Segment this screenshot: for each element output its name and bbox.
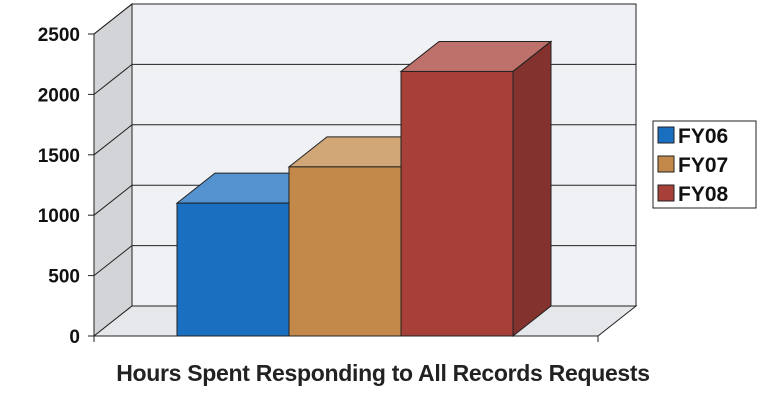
gridline-side: [93, 64, 133, 95]
legend-swatch: [657, 155, 675, 173]
gridline-side: [93, 245, 133, 276]
chart-bars: [175, 40, 553, 338]
side-wall: [93, 2, 133, 338]
bar-front: [400, 70, 514, 337]
legend-swatch: [657, 126, 675, 144]
y-tick-label: 1500: [38, 146, 80, 167]
bar-fy08: [399, 40, 553, 338]
legend-swatch: [657, 184, 675, 202]
x-axis-label: Hours Spent Responding to All Records Re…: [116, 360, 650, 386]
bar-front: [288, 166, 402, 337]
legend-label: FY08: [678, 183, 729, 206]
y-tick-label: 500: [48, 267, 80, 288]
y-tick-labels: 0 500 1000 1500 2000 2500: [38, 25, 80, 348]
gridline-side: [93, 3, 133, 35]
y-tick-label: 2500: [38, 25, 80, 46]
legend-label: FY07: [678, 154, 728, 177]
legend: FY06 FY07 FY08: [652, 120, 757, 209]
y-tick-label: 2000: [38, 85, 80, 106]
y-tick-label: 1000: [38, 206, 80, 227]
bar-front: [176, 202, 290, 337]
gridline-side: [93, 124, 133, 156]
y-tick-label: 0: [69, 327, 80, 348]
bar-side: [512, 40, 552, 338]
legend-label: FY06: [678, 125, 728, 148]
gridline-side: [93, 184, 133, 216]
